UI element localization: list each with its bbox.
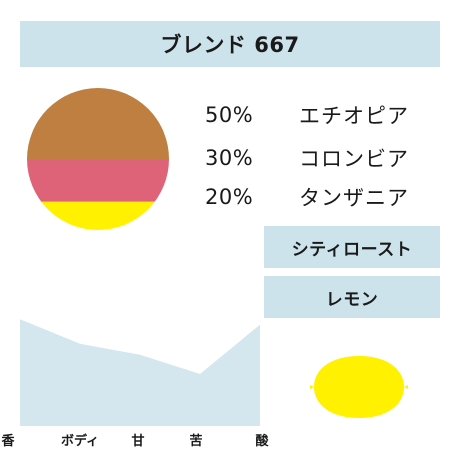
flavor-profile-area [20, 319, 260, 426]
pie-band-1 [27, 159, 169, 203]
lemon-shape [310, 356, 408, 418]
axis-label-aroma: 香 [1, 434, 15, 449]
flavor-profile-chart [20, 319, 260, 426]
blend-row: 50% エチオピア [205, 100, 440, 130]
blend-title-bar: ブレンド 667 [20, 21, 440, 67]
blend-percent: 50% [205, 103, 254, 127]
flavor-note-label: レモン [325, 289, 379, 310]
roast-level-box: シティロースト [264, 226, 440, 268]
blend-origin: コロンビア [299, 147, 409, 171]
roast-level-label: シティロースト [291, 239, 413, 260]
blend-percent: 30% [205, 146, 254, 170]
blend-row: 30% コロンビア [205, 143, 440, 173]
lemon-icon [310, 356, 408, 418]
blend-pie-chart [27, 88, 169, 230]
flavor-note-box: レモン [264, 276, 440, 318]
blend-percent: 20% [205, 185, 254, 209]
blend-origin: タンザニア [299, 186, 409, 210]
blend-title: ブレンド 667 [160, 33, 300, 57]
axis-label-body: ボディ [60, 434, 100, 449]
axis-label-bitterness: 苦 [189, 434, 203, 449]
axis-label-sweetness: 甘 [131, 434, 145, 449]
blend-row: 20% タンザニア [205, 182, 440, 212]
blend-origin: エチオピア [299, 104, 409, 128]
pie-band-0 [27, 88, 169, 160]
pie-band-2 [27, 201, 169, 230]
flavor-axis-labels: 香 ボディ 甘 苦 酸 [0, 430, 280, 449]
axis-label-acidity: 酸 [255, 434, 269, 449]
